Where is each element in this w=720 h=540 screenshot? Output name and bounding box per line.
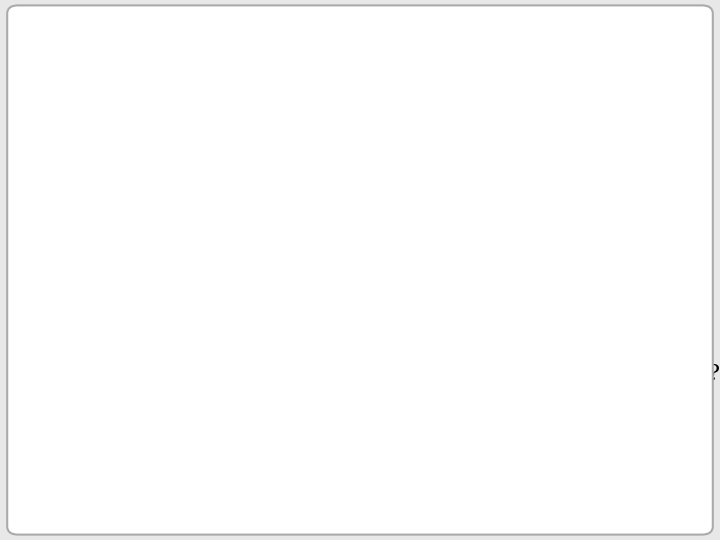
Bar bbox=[42, 125, 55, 138]
Text: the Western United States based on diagnostic: the Western United States based on diagn… bbox=[72, 145, 635, 168]
Text: What are the major disease problems?: What are the major disease problems? bbox=[120, 239, 554, 261]
Text: ►: ► bbox=[90, 427, 105, 446]
Text: ►: ► bbox=[90, 240, 105, 260]
Text: Objective: Objective bbox=[50, 45, 251, 87]
Text: laboratory data: laboratory data bbox=[72, 167, 257, 190]
Text: ►: ► bbox=[90, 302, 105, 321]
Text: ►: ► bbox=[90, 364, 105, 383]
Text: To assess turfgrass disease trends in California and: To assess turfgrass disease trends in Ca… bbox=[62, 123, 681, 146]
Text: Where should research efforts be focused?: Where should research efforts be focused… bbox=[120, 425, 604, 447]
Text: What are the major hosts?: What are the major hosts? bbox=[120, 301, 418, 323]
Text: What are the disease trends over the last four years?: What are the disease trends over the las… bbox=[120, 363, 720, 385]
